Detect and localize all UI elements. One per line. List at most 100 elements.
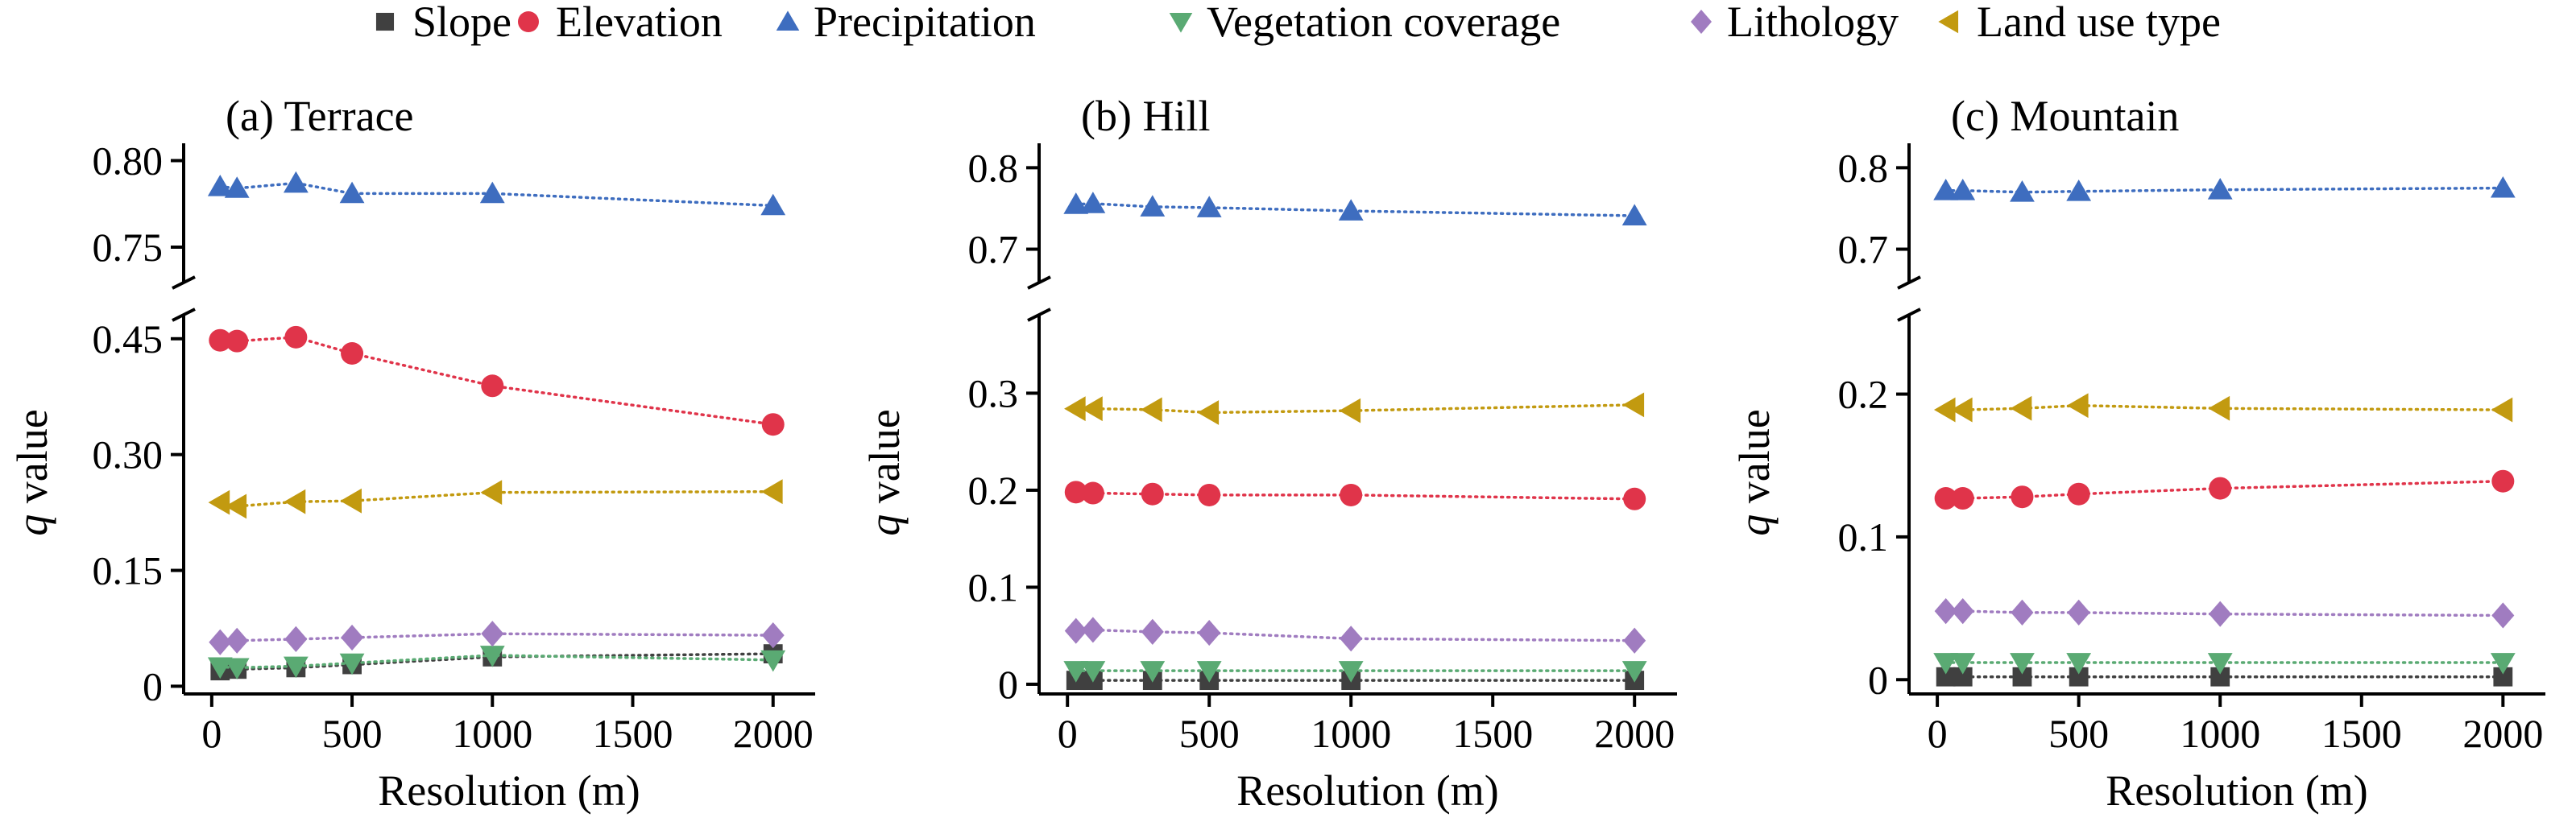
data-point-land-use-type [1951,397,1973,423]
series-land-use-type [1064,392,1645,425]
data-point-lithology [2011,599,2034,626]
legend-item-elevation: Elevation [518,0,723,46]
data-point-elevation [2491,469,2515,493]
y-axis-title-symbol: q [860,514,909,536]
series-lithology [1064,617,1646,654]
axis-break-mark-lower [172,308,196,322]
data-point-elevation [2067,482,2090,506]
data-point-elevation [226,329,249,353]
series-vegetation-coverage [1063,661,1647,683]
x-tick-label: 0 [1928,711,1948,756]
series-land-use-type [208,479,783,519]
data-point-lithology [761,622,785,649]
data-point-lithology [2209,601,2232,627]
x-tick-label: 1000 [2180,711,2260,756]
data-point-vegetation-coverage [1621,661,1647,683]
data-point-vegetation-coverage [1933,653,1959,675]
data-point-land-use-type [2208,395,2230,421]
legend-marker-slope [375,12,395,31]
data-point-precipitation [283,171,309,193]
data-point-land-use-type [1081,396,1103,422]
data-point-slope [1936,667,1956,687]
x-tick-label: 2000 [733,711,814,756]
y-tick-label-lower: 0.30 [93,432,164,477]
y-tick-label-upper: 0.75 [93,225,164,270]
chart-panel-2: 0.7 0.8 0 0.1 0.2 0.3 0 500 1000 1500 2000 Resoluti… [860,92,1677,815]
y-axis-title: q value [1730,409,1779,535]
data-point-lithology [2491,602,2515,629]
axis-break-mark-lower [1897,308,1921,322]
data-point-lithology [341,624,364,651]
data-point-lithology [1081,617,1104,643]
data-point-precipitation [2490,175,2516,198]
data-point-land-use-type [1339,398,1361,423]
data-point-precipitation [2066,179,2092,201]
data-point-vegetation-coverage [1063,661,1089,683]
series-vegetation-coverage [207,646,786,680]
series-elevation [209,325,785,436]
legend-label-lithology: Lithology [1727,0,1899,46]
x-tick-label: 1500 [593,711,673,756]
data-point-precipitation [207,175,233,196]
y-tick-label-lower: 0 [143,663,163,708]
data-point-land-use-type [340,488,362,514]
data-point-vegetation-coverage [1140,661,1166,683]
data-point-land-use-type [208,489,230,515]
x-tick-label: 2000 [2462,711,2543,756]
data-point-land-use-type [1064,396,1086,422]
legend-marker-precipitation [776,10,800,31]
data-point-precipitation [1933,178,1959,200]
data-point-vegetation-coverage [207,657,233,679]
data-point-slope [2012,667,2032,687]
y-tick-label-lower: 0.45 [93,316,164,361]
data-point-land-use-type [2491,397,2513,423]
y-axis-title: q value [8,409,56,535]
x-tick-label: 500 [322,711,383,756]
data-point-lithology [209,629,232,655]
data-point-vegetation-coverage [1950,653,1976,675]
data-point-lithology [284,626,308,652]
data-point-precipitation [1621,204,1647,225]
data-point-vegetation-coverage [2010,653,2035,675]
data-point-lithology [1934,598,1957,625]
x-axis-title: Resolution (m) [378,766,640,815]
series-land-use-type [1933,393,2513,423]
x-tick-label: 0 [1058,711,1078,756]
chart-panels: 0.75 0.80 0 0.15 0.30 0.45 0 500 1000 1500 2000 Res… [8,92,2545,815]
legend-item-slope: Slope [375,0,511,46]
series-vegetation-coverage [1933,653,2516,675]
data-point-precipitation [1140,195,1166,217]
data-point-precipitation [339,181,365,204]
data-point-vegetation-coverage [224,658,250,680]
legend-marker-elevation [518,11,539,32]
data-point-precipitation [224,176,250,198]
legend-marker-vegetation-coverage [1169,12,1193,33]
y-tick-label-upper: 0.7 [968,227,1019,272]
legend-label-vegetation-coverage: Vegetation coverage [1207,0,1560,46]
axis-break-mark-lower [1027,308,1051,322]
legend-item-lithology: Lithology [1691,0,1899,46]
series-elevation [1934,469,2515,510]
data-point-lithology [1951,598,1974,625]
y-tick-label-lower: 0.2 [968,468,1019,513]
data-point-elevation [1623,487,1646,510]
data-point-land-use-type [761,479,783,505]
data-point-slope [2210,667,2230,687]
data-point-elevation [1934,487,1957,510]
data-point-elevation [1141,482,1164,506]
data-point-lithology [1340,626,1363,652]
data-point-elevation [341,342,364,365]
x-axis-title: Resolution (m) [1236,766,1498,815]
data-point-vegetation-coverage [339,653,365,675]
legend-label-precipitation: Precipitation [814,0,1036,46]
data-point-land-use-type [1622,392,1645,418]
series-precipitation [1933,175,2516,202]
y-tick-label-lower: 0.15 [93,548,164,593]
data-point-land-use-type [284,489,306,514]
data-point-vegetation-coverage [479,646,505,667]
data-point-vegetation-coverage [1338,661,1364,683]
data-point-slope [2493,667,2513,687]
y-tick-label-upper: 0.80 [93,138,164,184]
y-tick-label-upper: 0.7 [1838,227,1889,272]
panel-title: (a) Terrace [226,92,414,140]
